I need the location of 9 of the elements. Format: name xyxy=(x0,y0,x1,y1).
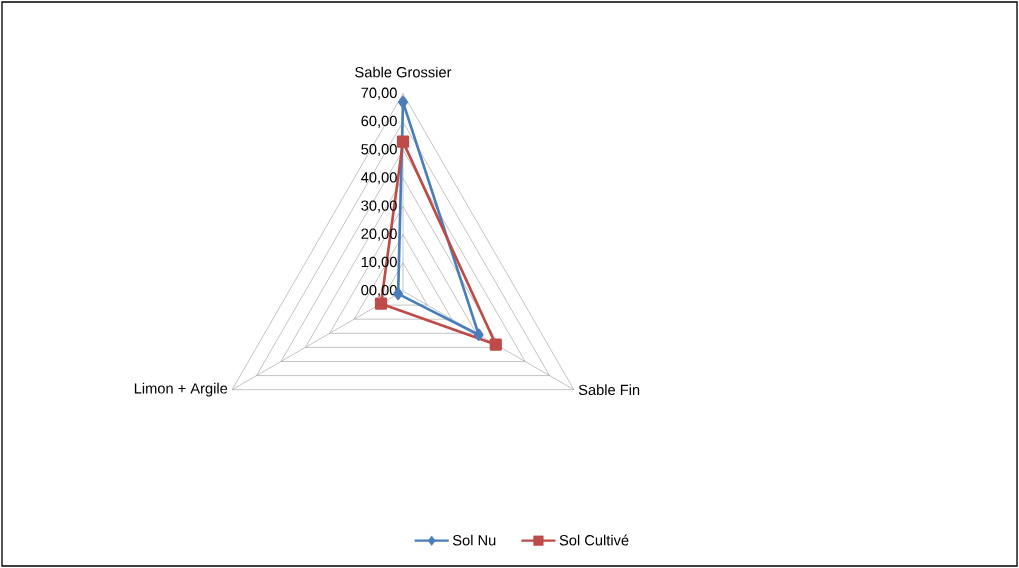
y-tick-label: 70,00 xyxy=(361,87,397,100)
legend-label: Sol Cultivé xyxy=(559,534,629,546)
spoke-label: Sable Fin xyxy=(578,384,640,396)
y-tick-label: 40,00 xyxy=(361,172,397,185)
y-tick-label: 50,00 xyxy=(361,144,397,157)
y-tick-label: 60,00 xyxy=(361,115,397,128)
spoke-label: Limon + Argile xyxy=(134,382,228,397)
legend-label: Sol Nu xyxy=(452,534,496,546)
spoke-label: Sable Grossier xyxy=(355,66,452,78)
